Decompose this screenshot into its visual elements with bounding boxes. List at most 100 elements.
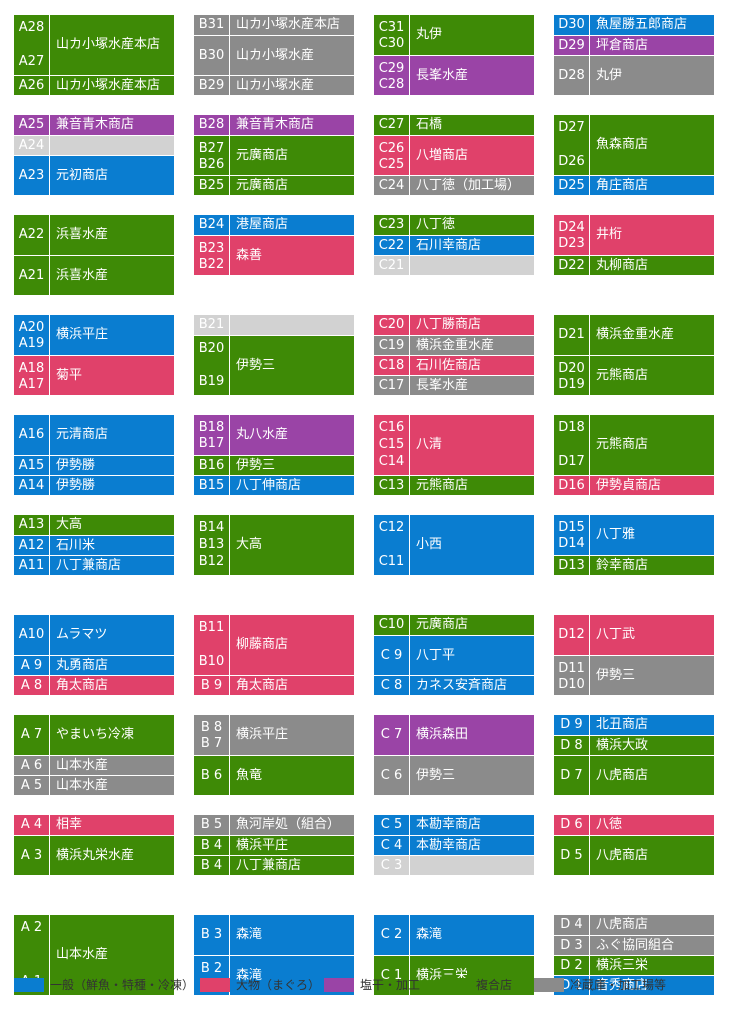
stall-row[interactable]: D 8 横浜大政 <box>554 735 714 755</box>
stall-row[interactable]: C10 元廣商店 <box>374 615 534 635</box>
stall-row[interactable] <box>194 275 354 295</box>
stall-row[interactable]: D20 D19 元熊商店 <box>554 355 714 395</box>
stall-code: B21 <box>198 317 225 332</box>
stall-row[interactable]: A 5 山本水産 <box>14 775 174 795</box>
stall-row[interactable]: C13 元熊商店 <box>374 475 534 495</box>
stall-row[interactable]: D27 D26 魚森商店 <box>554 115 714 175</box>
stall-row[interactable]: C20 八丁勝商店 <box>374 315 534 335</box>
stall-row[interactable]: D21 横浜金重水産 <box>554 315 714 355</box>
stall-row[interactable]: C 9 八丁平 <box>374 635 534 675</box>
stall-row[interactable]: C27 石橋 <box>374 115 534 135</box>
stall-row[interactable]: B25 元廣商店 <box>194 175 354 195</box>
stall-row[interactable]: A26 山カ小塚水産本店 <box>14 75 174 95</box>
stall-row[interactable]: A10 ムラマツ <box>14 615 174 655</box>
stall-block: D 9 北丑商店 D 8 横浜大政 D 7 八虎商店 <box>554 715 714 795</box>
stall-row[interactable]: C 3 <box>374 855 534 875</box>
stall-row[interactable]: A22 浜喜水産 <box>14 215 174 255</box>
stall-row[interactable]: A16 元清商店 <box>14 415 174 455</box>
stall-row[interactable]: B29 山カ小塚水産 <box>194 75 354 95</box>
stall-row[interactable]: C 8 カネス安斉商店 <box>374 675 534 695</box>
stall-row[interactable]: D18 D17 元熊商店 <box>554 415 714 475</box>
stall-name: 角太商店 <box>56 677 109 693</box>
stall-row[interactable]: D 2 横浜三栄 <box>554 955 714 975</box>
stall-row[interactable]: C24 八丁徳（加工場） <box>374 175 534 195</box>
stall-row[interactable]: C17 長峯水産 <box>374 375 534 395</box>
stall-codes: D25 <box>554 176 590 195</box>
stall-row[interactable]: D16 伊勢貞商店 <box>554 475 714 495</box>
stall-row[interactable]: A21 浜喜水産 <box>14 255 174 295</box>
stall-row[interactable]: B20 B19 伊勢三 <box>194 335 354 395</box>
stall-row[interactable]: A20 A19 横浜平庄 <box>14 315 174 355</box>
stall-row[interactable]: A14 伊勢勝 <box>14 475 174 495</box>
stall-row[interactable]: D24 D23 井桁 <box>554 215 714 255</box>
stall-row[interactable]: D 1 音秀商店 <box>554 975 714 995</box>
stall-row[interactable]: A12 石川米 <box>14 535 174 555</box>
stall-row[interactable]: D 3 ふぐ協同組合 <box>554 935 714 955</box>
stall-row[interactable]: D25 角庄商店 <box>554 175 714 195</box>
stall-row[interactable]: D30 魚屋勝五郎商店 <box>554 15 714 35</box>
stall-row[interactable]: B 4 横浜平庄 <box>194 835 354 855</box>
stall-row[interactable]: D22 丸柳商店 <box>554 255 714 275</box>
stall-row[interactable]: C19 横浜金重水産 <box>374 335 534 355</box>
stall-row[interactable]: C 4 本勘幸商店 <box>374 835 534 855</box>
stall-row[interactable]: B30 山カ小塚水産 <box>194 35 354 75</box>
stall-row[interactable]: C22 石川幸商店 <box>374 235 534 255</box>
stall-row[interactable]: D 9 北丑商店 <box>554 715 714 735</box>
stall-row[interactable]: A24 <box>14 135 174 155</box>
stall-row[interactable]: B16 伊勢三 <box>194 455 354 475</box>
stall-row[interactable]: C 6 伊勢三 <box>374 755 534 795</box>
stall-row[interactable]: C18 石川佐商店 <box>374 355 534 375</box>
stall-row[interactable]: B 3 森滝 <box>194 915 354 955</box>
stall-row[interactable]: A 8 角太商店 <box>14 675 174 695</box>
stall-row[interactable]: D 4 八虎商店 <box>554 915 714 935</box>
stall-row[interactable]: C 5 本勘幸商店 <box>374 815 534 835</box>
stall-row[interactable]: C21 <box>374 255 534 275</box>
stall-row[interactable]: B27 B26 元廣商店 <box>194 135 354 175</box>
stall-row[interactable]: B14 B13 B12 大高 <box>194 515 354 575</box>
stall-row[interactable]: A 9 丸勇商店 <box>14 655 174 675</box>
stall-row[interactable]: B15 八丁伸商店 <box>194 475 354 495</box>
stall-row[interactable]: A 3 横浜丸栄水産 <box>14 835 174 875</box>
stall-codes: C 5 <box>374 815 410 835</box>
stall-row[interactable]: B11 B10 柳藤商店 <box>194 615 354 675</box>
stall-row[interactable]: A23 元初商店 <box>14 155 174 195</box>
stall-row[interactable]: A15 伊勢勝 <box>14 455 174 475</box>
stall-row[interactable]: D 5 八虎商店 <box>554 835 714 875</box>
stall-row[interactable]: C16 C15 C14 八清 <box>374 415 534 475</box>
stall-row[interactable]: B 6 魚竜 <box>194 755 354 795</box>
stall-row[interactable]: C 2 森滝 <box>374 915 534 955</box>
stall-row[interactable]: C31 C30 丸伊 <box>374 15 534 55</box>
stall-row[interactable]: D12 八丁武 <box>554 615 714 655</box>
stall-row[interactable]: A 6 山本水産 <box>14 755 174 775</box>
stall-row[interactable]: B21 <box>194 315 354 335</box>
stall-row[interactable]: A28 A27 山カ小塚水産本店 <box>14 15 174 75</box>
stall-row[interactable]: B18 B17 丸八水産 <box>194 415 354 455</box>
stall-row[interactable]: D28 丸伊 <box>554 55 714 95</box>
stall-row[interactable]: B 5 魚河岸処（組合） <box>194 815 354 835</box>
stall-row[interactable]: D11 D10 伊勢三 <box>554 655 714 695</box>
stall-row[interactable]: A 7 やまいち冷凍 <box>14 715 174 755</box>
stall-row[interactable]: C 7 横浜森田 <box>374 715 534 755</box>
stall-row[interactable]: D13 鈴幸商店 <box>554 555 714 575</box>
stall-row[interactable]: A11 八丁兼商店 <box>14 555 174 575</box>
stall-row[interactable]: A25 兼音青木商店 <box>14 115 174 135</box>
stall-row[interactable]: B23 B22 森善 <box>194 235 354 275</box>
stall-row[interactable]: C29 C28 長峯水産 <box>374 55 534 95</box>
stall-code: A13 <box>18 517 45 532</box>
stall-row[interactable]: C23 八丁徳 <box>374 215 534 235</box>
stall-row[interactable]: D 7 八虎商店 <box>554 755 714 795</box>
stall-row[interactable]: B24 港屋商店 <box>194 215 354 235</box>
stall-row[interactable]: B 4 八丁兼商店 <box>194 855 354 875</box>
stall-row[interactable]: C26 C25 八増商店 <box>374 135 534 175</box>
stall-row[interactable]: A 4 相幸 <box>14 815 174 835</box>
stall-row[interactable]: B31 山カ小塚水産本店 <box>194 15 354 35</box>
stall-row[interactable]: D15 D14 八丁雅 <box>554 515 714 555</box>
stall-row[interactable]: C12 C11 小西 <box>374 515 534 575</box>
stall-row[interactable]: A13 大高 <box>14 515 174 535</box>
stall-row[interactable]: B 9 角太商店 <box>194 675 354 695</box>
stall-row[interactable]: D 6 八徳 <box>554 815 714 835</box>
stall-row[interactable]: A18 A17 菊平 <box>14 355 174 395</box>
stall-row[interactable]: B28 兼音青木商店 <box>194 115 354 135</box>
stall-row[interactable]: D29 坪倉商店 <box>554 35 714 55</box>
